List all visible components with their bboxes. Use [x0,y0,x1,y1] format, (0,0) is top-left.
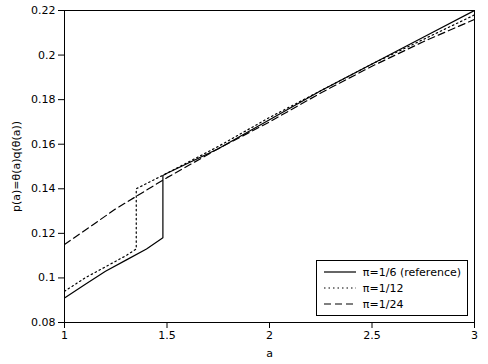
svg-text:2: 2 [266,329,273,342]
svg-text:1.5: 1.5 [158,329,176,342]
svg-text:0.18: 0.18 [31,93,56,106]
svg-text:1: 1 [61,329,68,342]
svg-text:0.12: 0.12 [31,227,56,240]
html-text:π=1/24: π=1/24 [362,297,404,311]
svg-text:0.08: 0.08 [31,316,56,329]
svg-text:0.16: 0.16 [31,138,56,151]
svg-text:0.22: 0.22 [31,4,56,17]
svg-text:p(a)=θ(a)q(θ(a)): p(a)=θ(a)q(θ(a)) [10,121,23,212]
html-text:π=1/12: π=1/12 [362,281,404,295]
svg-text:a: a [266,347,273,360]
svg-text:0.2: 0.2 [38,49,56,62]
html-text:π=1/6 (reference): π=1/6 (reference) [362,265,461,279]
svg-text:3: 3 [471,329,478,342]
svg-text:2.5: 2.5 [363,329,381,342]
svg-text:0.14: 0.14 [31,182,56,195]
svg-text:0.1: 0.1 [38,271,56,284]
